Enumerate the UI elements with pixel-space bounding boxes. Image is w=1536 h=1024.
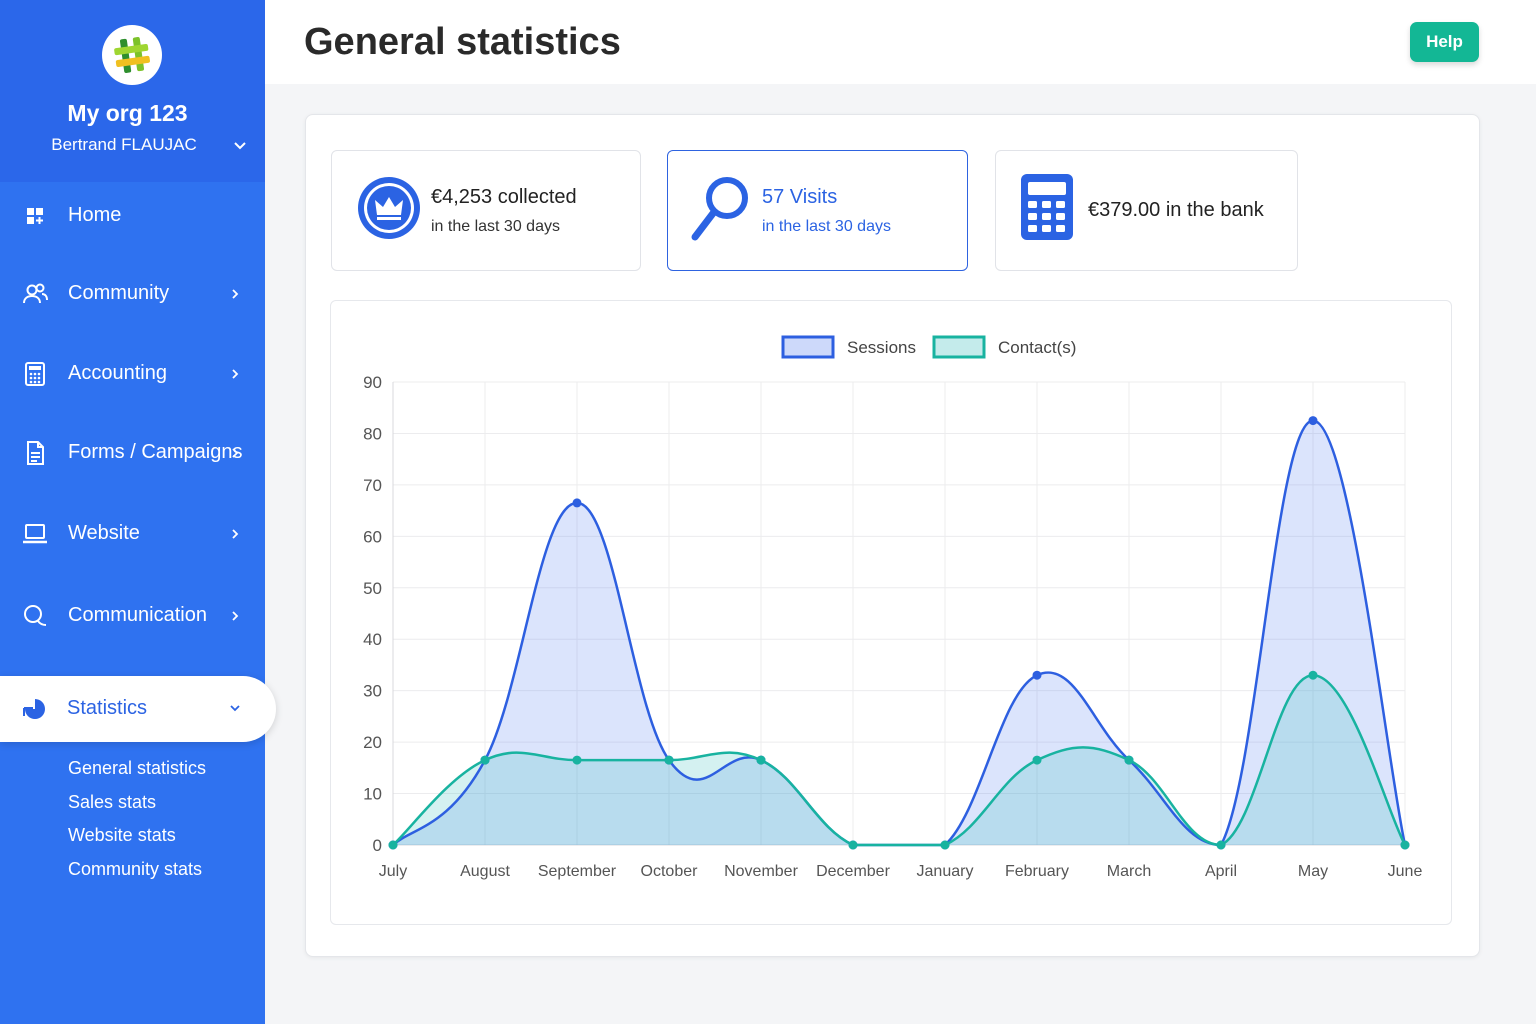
laptop-icon	[23, 524, 47, 544]
data-point-contacts	[940, 840, 950, 850]
chevron-right-icon	[232, 289, 239, 299]
data-point-sessions	[1308, 416, 1318, 426]
chat-icon	[24, 605, 47, 626]
data-point-contacts	[756, 755, 766, 765]
document-icon	[27, 441, 44, 465]
chevron-right-icon	[232, 448, 239, 458]
y-tick-label: 20	[363, 733, 382, 752]
sessions-contacts-chart: 0 10 20 30 40 50 60 70 80 90 July August September Oc…	[363, 335, 1423, 880]
data-point-contacts	[1124, 755, 1134, 765]
data-point-contacts	[572, 755, 582, 765]
x-tick-label: June	[1388, 863, 1423, 880]
data-point-contacts	[480, 755, 490, 765]
submenu-website-stats[interactable]: Website stats	[68, 825, 176, 845]
x-tick-label: January	[917, 863, 974, 880]
x-tick-label: February	[1005, 863, 1069, 880]
sidebar-item-community[interactable]: Community	[0, 264, 265, 324]
sidebar-item-home[interactable]: Home	[0, 186, 265, 246]
collected-card[interactable]: €4,253 collected in the last 30 days	[331, 150, 641, 271]
data-point-contacts	[388, 840, 398, 850]
sidebar-item-accounting[interactable]: Accounting	[0, 344, 265, 404]
sidebar-item-label: Communication	[68, 604, 207, 626]
crown-coin-icon	[358, 177, 420, 239]
sidebar-item-label: Website	[68, 522, 140, 544]
submenu-community-stats[interactable]: Community stats	[68, 859, 203, 879]
chevron-right-icon	[232, 611, 239, 621]
collected-amount: €4,253 collected	[431, 186, 577, 208]
chevron-right-icon	[232, 529, 239, 539]
sidebar: My org 123 Bertrand FLAUJAC Home Communi…	[0, 0, 276, 1024]
sidebar-item-label: Accounting	[68, 362, 167, 384]
sidebar-item-label: Community	[68, 282, 170, 304]
users-icon	[23, 283, 48, 304]
visits-period: in the last 30 days	[762, 218, 891, 235]
legend-swatch	[781, 335, 835, 359]
chevron-right-icon	[232, 369, 239, 379]
visits-card[interactable]: 57 Visits in the last 30 days	[667, 150, 968, 271]
y-tick-label: 0	[373, 836, 382, 855]
sidebar-item-forms-campaigns[interactable]: Forms / Campaigns	[0, 423, 265, 483]
submenu-general-statistics[interactable]: General statistics	[68, 758, 207, 778]
calculator-icon	[1021, 174, 1073, 240]
legend-label: Contact(s)	[998, 338, 1076, 357]
y-tick-label: 50	[363, 579, 382, 598]
data-point-contacts	[1308, 670, 1318, 680]
y-tick-label: 90	[363, 373, 382, 392]
bank-balance: €379.00 in the bank	[1088, 199, 1264, 221]
data-point-contacts	[1400, 840, 1410, 850]
legend-label: Sessions	[847, 338, 916, 357]
chevron-down-icon	[230, 705, 240, 712]
x-tick-label: December	[816, 863, 890, 880]
data-point-sessions	[572, 498, 582, 508]
x-tick-label: August	[460, 863, 510, 880]
chevron-down-icon[interactable]	[232, 137, 248, 153]
dashboard-icon	[27, 208, 43, 224]
data-point-contacts	[664, 755, 674, 765]
data-point-sessions	[1032, 670, 1042, 680]
pie-chart-icon	[23, 699, 45, 719]
submenu-sales-stats[interactable]: Sales stats	[68, 792, 157, 812]
sidebar-item-statistics[interactable]: Statistics	[0, 676, 276, 742]
sidebar-item-label: Home	[68, 204, 122, 226]
y-tick-label: 10	[363, 785, 382, 804]
data-point-contacts	[848, 840, 858, 850]
sidebar-item-website[interactable]: Website	[0, 504, 265, 564]
y-tick-label: 60	[363, 527, 382, 546]
y-tick-label: 40	[363, 630, 382, 649]
series-area-contacts	[393, 675, 1405, 845]
sidebar-item-communication[interactable]: Communication	[0, 586, 265, 646]
data-point-contacts	[1032, 755, 1042, 765]
header: General statistics Help	[265, 0, 1536, 84]
x-tick-label: April	[1205, 863, 1237, 880]
series-area-sessions	[393, 420, 1405, 845]
bank-card[interactable]: €379.00 in the bank	[995, 150, 1298, 271]
y-tick-label: 70	[363, 476, 382, 495]
x-tick-label: November	[724, 863, 798, 880]
y-tick-label: 30	[363, 682, 382, 701]
visits-count: 57 Visits	[762, 186, 838, 208]
calculator-icon	[25, 362, 45, 386]
chart-container: 0 10 20 30 40 50 60 70 80 90 July August September Oc…	[330, 300, 1452, 925]
sidebar-item-label: Statistics	[67, 697, 148, 719]
org-name: My org 123	[67, 100, 188, 126]
x-tick-label: September	[538, 863, 617, 880]
org-switcher[interactable]: My org 123 Bertrand FLAUJAC	[0, 0, 265, 182]
search-icon	[691, 177, 748, 241]
hashtag-logo-icon	[114, 37, 150, 73]
x-tick-label: October	[641, 863, 699, 880]
org-logo	[102, 25, 162, 85]
x-tick-label: March	[1107, 863, 1151, 880]
legend-swatch	[932, 335, 986, 359]
help-button[interactable]: Help	[1410, 22, 1479, 62]
y-tick-label: 80	[363, 424, 382, 443]
sidebar-item-label: Forms / Campaigns	[68, 441, 243, 463]
page-title: General statistics	[304, 21, 621, 63]
x-tick-label: May	[1298, 863, 1328, 880]
data-point-contacts	[1216, 840, 1226, 850]
user-name: Bertrand FLAUJAC	[51, 135, 197, 154]
collected-period: in the last 30 days	[431, 218, 560, 235]
x-tick-label: July	[379, 863, 407, 880]
